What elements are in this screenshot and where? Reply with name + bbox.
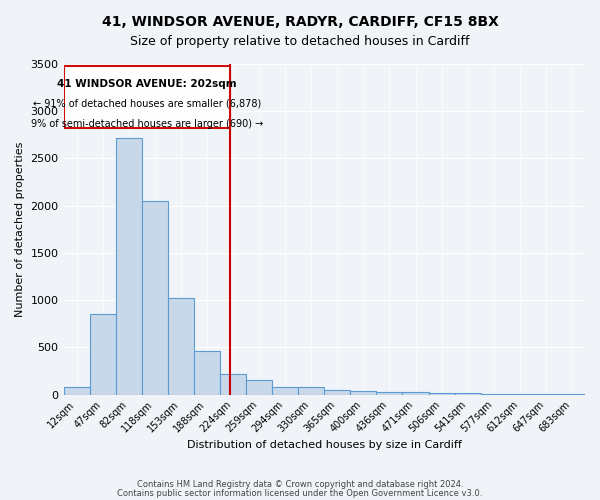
Bar xyxy=(64,388,89,394)
Bar xyxy=(246,380,272,394)
Bar xyxy=(455,393,481,394)
Bar xyxy=(194,351,220,395)
Text: Size of property relative to detached houses in Cardiff: Size of property relative to detached ho… xyxy=(130,35,470,48)
Bar xyxy=(64,66,230,128)
Bar xyxy=(324,390,350,394)
Bar xyxy=(298,388,324,394)
Text: Contains HM Land Registry data © Crown copyright and database right 2024.: Contains HM Land Registry data © Crown c… xyxy=(137,480,463,489)
Bar xyxy=(142,201,168,394)
Bar xyxy=(376,392,403,394)
X-axis label: Distribution of detached houses by size in Cardiff: Distribution of detached houses by size … xyxy=(187,440,462,450)
Bar xyxy=(116,138,142,394)
Bar xyxy=(168,298,194,394)
Text: Contains public sector information licensed under the Open Government Licence v3: Contains public sector information licen… xyxy=(118,488,482,498)
Bar xyxy=(89,314,116,394)
Bar xyxy=(350,392,376,394)
Text: 9% of semi-detached houses are larger (690) →: 9% of semi-detached houses are larger (6… xyxy=(31,119,263,129)
Text: 41 WINDSOR AVENUE: 202sqm: 41 WINDSOR AVENUE: 202sqm xyxy=(57,79,236,89)
Bar xyxy=(272,388,298,394)
Bar xyxy=(220,374,246,394)
Text: 41, WINDSOR AVENUE, RADYR, CARDIFF, CF15 8BX: 41, WINDSOR AVENUE, RADYR, CARDIFF, CF15… xyxy=(101,15,499,29)
Y-axis label: Number of detached properties: Number of detached properties xyxy=(15,142,25,317)
Text: ← 91% of detached houses are smaller (6,878): ← 91% of detached houses are smaller (6,… xyxy=(33,99,261,109)
Bar xyxy=(403,392,428,394)
Bar xyxy=(428,392,455,394)
